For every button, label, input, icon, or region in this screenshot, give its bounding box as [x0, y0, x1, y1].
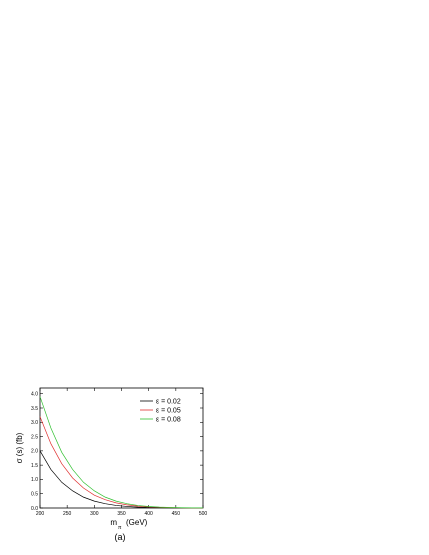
y-tick-label: 2.5 — [31, 434, 38, 440]
x-tick-label: 350 — [117, 511, 126, 517]
legend-label-2: ε = 0.05 — [156, 408, 181, 415]
x-tick-label: 450 — [172, 511, 181, 517]
x-tick-label: 250 — [63, 511, 72, 517]
x-tick-label: 400 — [144, 511, 153, 517]
x-axis-title-subscript: π — [118, 525, 122, 531]
y-tick-label: 3.5 — [31, 406, 38, 412]
y-axis-title: σ (s) (fb) — [15, 432, 24, 463]
x-axis-ticks: 200 250 300 350 400 450 500 — [36, 388, 208, 517]
series-line-3 — [39, 396, 204, 509]
plot-frame — [39, 387, 204, 509]
legend-label-1: ε = 0.02 — [156, 399, 181, 406]
y-tick-label: 0.0 — [31, 506, 38, 512]
y-tick-label: 1.5 — [31, 463, 38, 469]
y-tick-label: 1.0 — [31, 477, 38, 483]
series-lines — [39, 396, 204, 509]
x-axis-title-unit: (GeV) — [126, 518, 148, 527]
y-tick-label: 0.5 — [31, 492, 38, 498]
x-tick-label: 500 — [199, 511, 208, 517]
y-axis-ticks: 0.0 0.5 1.0 1.5 2.0 2.5 3.0 3.5 4.0 — [31, 392, 203, 512]
x-axis-title: m π (GeV) — [110, 518, 147, 531]
y-tick-label: 4.0 — [31, 392, 38, 398]
x-tick-label: 300 — [90, 511, 99, 517]
legend: ε = 0.02 ε = 0.05 ε = 0.08 — [140, 399, 181, 424]
x-axis-title-main: m — [110, 518, 117, 527]
legend-label-3: ε = 0.08 — [156, 417, 181, 424]
series-line-1 — [39, 450, 204, 509]
y-tick-label: 3.0 — [31, 420, 38, 426]
series-line-2 — [39, 416, 204, 509]
x-tick-label: 200 — [36, 511, 45, 517]
panel-label: (a) — [115, 532, 126, 542]
y-tick-label: 2.0 — [31, 449, 38, 455]
